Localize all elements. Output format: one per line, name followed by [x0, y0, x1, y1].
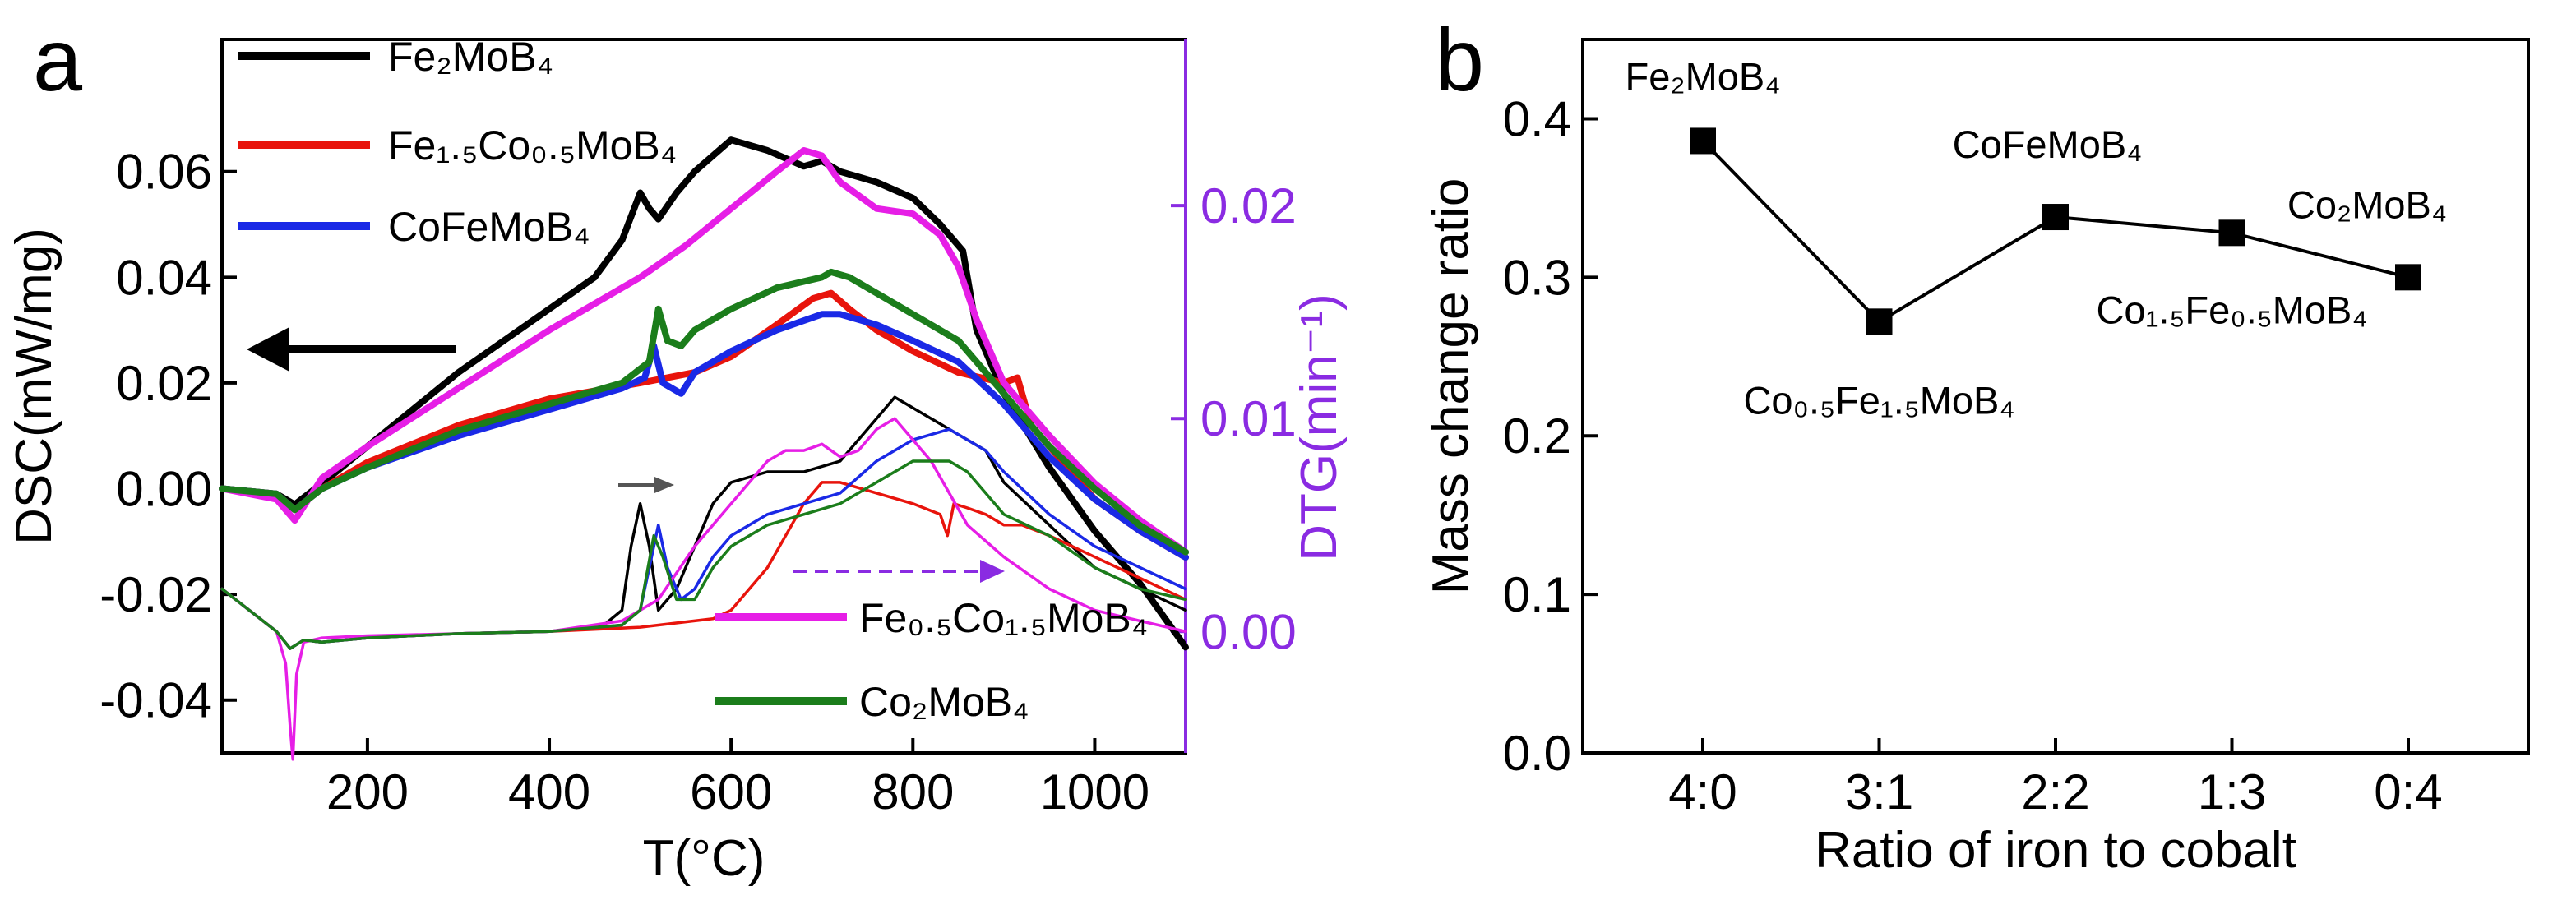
- x-axis-title-b: Ratio of iron to cobalt: [1815, 822, 2296, 879]
- legend-label: Fe₀.₅Co₁.₅MoB₄: [859, 595, 1148, 641]
- data-point-marker: [2395, 264, 2421, 291]
- legend-label: Co₂MoB₄: [859, 679, 1029, 725]
- data-point-marker: [1866, 308, 1893, 335]
- legend-label: CoFeMoB₄: [388, 204, 590, 250]
- dsc-curve-fe05co15mob4: [219, 147, 1189, 556]
- y2-axis-title-a: DTG(min⁻¹): [1291, 293, 1348, 561]
- dsc-curve-fe2mob4: [219, 136, 1189, 651]
- chart-a: 200 400 600 800 1000 -0.04 -0.02 0.00 0.02 0.04 0.…: [6, 34, 1348, 887]
- y2-tick-label: 0.00: [1200, 604, 1297, 659]
- dsc-curve-co2mob4: [219, 268, 1189, 556]
- legend-item-fe2mob4: Fe₂MoB₄: [238, 34, 553, 80]
- x-tick-label: 4:0: [1668, 764, 1737, 819]
- y-tick-label: 0.04: [116, 250, 212, 305]
- x-tick-label: 3:1: [1845, 764, 1913, 819]
- legend-item-cofemob4: CoFeMoB₄: [238, 204, 590, 250]
- y-tick-label: 0.02: [116, 356, 212, 411]
- y-tick-label: 0.0: [1503, 726, 1571, 781]
- left-axis-arrow: [247, 327, 456, 372]
- data-point-label: Co₁.₅Fe₀.₅MoB₄: [2096, 288, 2367, 331]
- chart-b: 0.0 0.1 0.2 0.3 0.4 4:0 3:1 2:2 1:3 0:4 Fe₂MoB₄ Co…: [1422, 38, 2530, 879]
- chart-a-series: [219, 136, 1189, 761]
- dtg-curve-fe05co15mob4: [220, 417, 1187, 761]
- y2-tick-label: 0.02: [1200, 178, 1297, 233]
- x-tick-label: 1:3: [2198, 764, 2266, 819]
- x-tick-label: 600: [690, 764, 772, 819]
- legend-label: Fe₁.₅Co₀.₅MoB₄: [388, 122, 677, 168]
- y-tick-label: 0.06: [116, 145, 212, 200]
- x-axis-title-a: T(°C): [643, 830, 765, 887]
- legend-item-fe05co15mob4: Fe₀.₅Co₁.₅MoB₄: [715, 595, 1148, 641]
- panel-label-a: a: [33, 10, 83, 109]
- chart-a-ticks: 200 400 600 800 1000 -0.04 -0.02 0.00 0.02 0.04 0.…: [99, 145, 1297, 819]
- right-axis-arrow-small: [618, 477, 674, 493]
- x-tick-label: 1000: [1040, 764, 1149, 819]
- data-point-label: Co₀.₅Fe₁.₅MoB₄: [1743, 378, 2014, 422]
- data-point-marker: [2042, 204, 2069, 231]
- y-tick-label: 0.00: [116, 462, 212, 517]
- data-point-marker: [1690, 127, 1716, 155]
- x-tick-label: 0:4: [2374, 764, 2442, 819]
- y-axis-title-b: Mass change ratio: [1422, 178, 1479, 595]
- data-point-marker: [2218, 219, 2245, 247]
- x-tick-label: 400: [508, 764, 590, 819]
- x-tick-label: 2:2: [2021, 764, 2089, 819]
- legend-label: Fe₂MoB₄: [388, 34, 553, 80]
- y-tick-label: -0.04: [99, 673, 212, 728]
- y-axis-title-a: DSC(mW/mg): [6, 228, 62, 545]
- data-point-label: CoFeMoB₄: [1953, 122, 2143, 166]
- data-point-label: Co₂MoB₄: [2287, 182, 2447, 226]
- legend-a: Fe₂MoB₄ Fe₁.₅Co₀.₅MoB₄ CoFeMoB₄ Fe₀.₅Co₁…: [238, 34, 1148, 725]
- y-tick-label: -0.02: [99, 567, 212, 622]
- y-tick-label: 0.4: [1503, 91, 1571, 146]
- y-tick-label: 0.3: [1503, 250, 1571, 305]
- chart-b-series: Fe₂MoB₄ Co₀.₅Fe₁.₅MoB₄ CoFeMoB₄ Co₁.₅Fe₀.₅M…: [1626, 54, 2448, 422]
- data-point-label: Fe₂MoB₄: [1626, 54, 1781, 98]
- right-axis-arrow-dashed: [793, 560, 1005, 583]
- dtg-curve-co2mob4: [220, 459, 1187, 650]
- y-tick-label: 0.2: [1503, 409, 1571, 464]
- chart-b-ticks: 0.0 0.1 0.2 0.3 0.4 4:0 3:1 2:2 1:3 0:4: [1503, 91, 2443, 819]
- y2-tick-label: 0.01: [1200, 391, 1297, 446]
- x-tick-label: 800: [872, 764, 954, 819]
- panel-label-b: b: [1435, 10, 1484, 109]
- legend-item-fe15co05mob4: Fe₁.₅Co₀.₅MoB₄: [238, 122, 677, 168]
- y-tick-label: 0.1: [1503, 567, 1571, 622]
- x-tick-label: 200: [326, 764, 409, 819]
- legend-item-co2mob4: Co₂MoB₄: [715, 679, 1029, 725]
